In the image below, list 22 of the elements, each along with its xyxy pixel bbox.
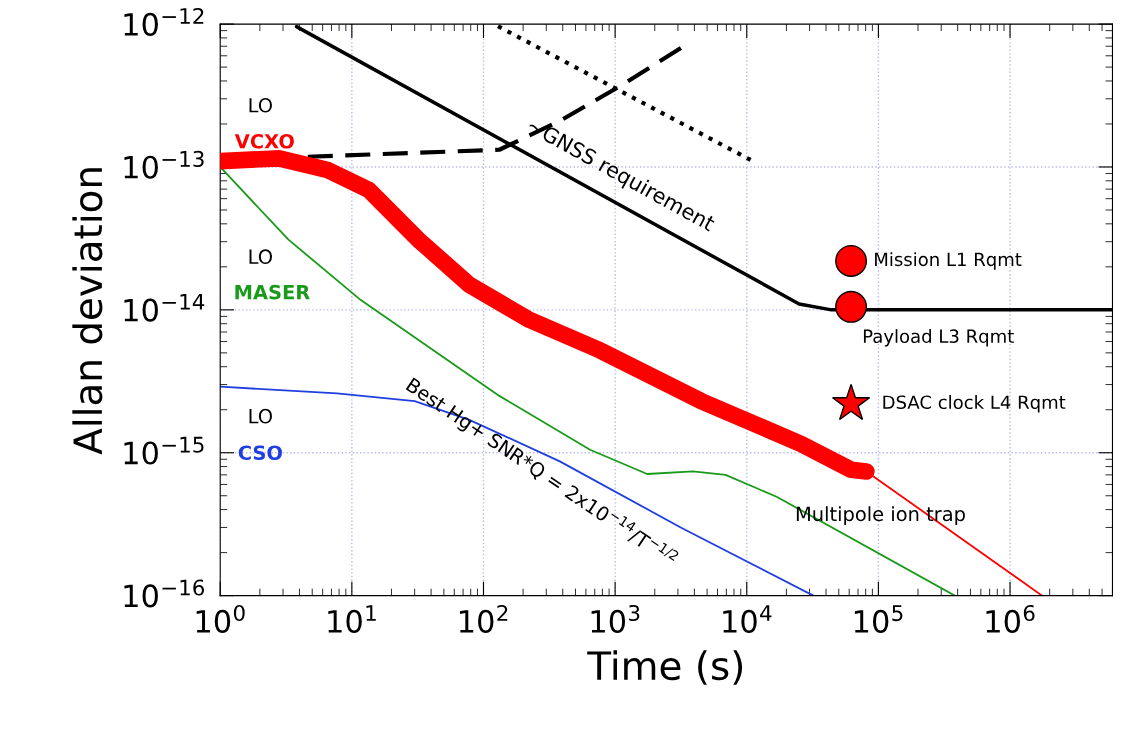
legend-label: DSAC clock L4 Rqmt: [883, 395, 1066, 413]
x-tick-label: 10$^{2}$: [459, 604, 508, 633]
x-tick-label: 10$^{5}$: [854, 605, 903, 633]
annotation: LO: [249, 249, 272, 265]
y-tick-label: 10$^{−13}$: [124, 150, 204, 179]
series-label: VCXO: [234, 133, 294, 149]
x-axis-title: Time (s): [587, 650, 743, 685]
series-label: Payload L3 Rqmt: [863, 329, 1014, 347]
y-tick-label: 10$^{−15}$: [124, 436, 204, 465]
x-tick-label: 10$^{1}$: [328, 605, 376, 633]
series-label: Mission L1 Rqmt: [875, 252, 1022, 270]
x-tick-label: 10$^{4}$: [723, 605, 772, 633]
annotation: LO: [249, 97, 272, 113]
y-axis-title: Allan deviation: [72, 168, 103, 455]
annotation: Best Hg+ SNR*Q = 2x10$^{−14}$/T$^{−1/2}$: [403, 374, 680, 571]
x-tick-label: 10$^{6}$: [986, 604, 1035, 633]
x-tick-label: 10$^{3}$: [591, 604, 640, 633]
annotation: LO: [249, 408, 272, 424]
text: CSO: [238, 445, 282, 461]
y-tick-label: 10$^{−14}$: [124, 293, 205, 322]
y-tick-label: 10$^{−12}$: [124, 7, 204, 36]
series-label: MASER: [235, 284, 310, 300]
